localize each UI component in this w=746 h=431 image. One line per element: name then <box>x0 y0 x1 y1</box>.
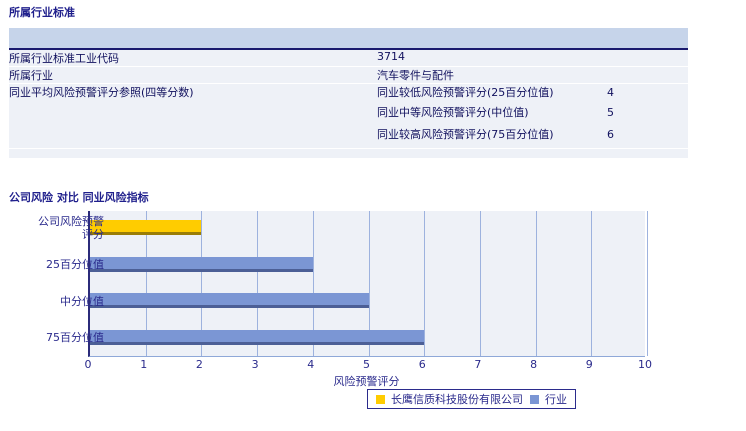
chart-bar <box>90 329 425 345</box>
chart-x-tick-label: 8 <box>530 358 538 371</box>
quartile-label: 同业较高风险预警评分(75百分位值) <box>377 128 554 141</box>
table-row: 所属行业标准工业代码 3714 <box>9 49 688 67</box>
chart-plot-area <box>88 211 648 357</box>
legend-item-company: 长鹰信质科技股份有限公司 <box>376 391 523 407</box>
chart-x-tick-label: 5 <box>363 358 370 371</box>
chart-x-tick-label: 10 <box>638 358 652 371</box>
chart-y-axis-label: 25百分位值 <box>46 258 104 272</box>
chart-x-tick-label: 1 <box>140 358 148 371</box>
industry-info-table: 所属行业标准工业代码 3714 所属行业 汽车零件与配件 同业平均风险预警评分参… <box>9 28 688 158</box>
chart-y-axis-label: 公司风险预警 评分 <box>38 215 104 242</box>
quartile-value: 5 <box>607 106 614 119</box>
chart-legend: 长鹰信质科技股份有限公司 行业 <box>367 389 576 409</box>
legend-swatch-icon <box>530 394 539 404</box>
chart-x-tick-label: 4 <box>307 358 315 371</box>
legend-item-industry: 行业 <box>530 391 567 407</box>
chart-gridline <box>368 211 370 356</box>
chart-x-tick-label: 6 <box>418 358 426 371</box>
quartile-value: 6 <box>607 128 614 141</box>
chart-x-tick-label: 2 <box>195 358 203 371</box>
legend-label: 行业 <box>545 393 567 406</box>
chart-y-axis-label: 中分位值 <box>60 294 104 308</box>
quartile-label: 同业较低风险预警评分(25百分位值) <box>377 86 554 99</box>
chart-x-tick-label: 7 <box>474 358 482 371</box>
legend-label: 长鹰信质科技股份有限公司 <box>391 393 523 406</box>
quartile-item: 同业中等风险预警评分(中位值) 5 <box>377 104 688 126</box>
quartile-item: 同业较低风险预警评分(25百分位值) 4 <box>377 84 688 104</box>
chart-x-tick-label: 0 <box>84 358 92 371</box>
chart-x-axis-title: 风险预警评分 <box>333 375 400 388</box>
row-label: 同业平均风险预警评分参照(四等分数) <box>9 83 377 149</box>
page-title-risk-comparison: 公司风险 对比 同业风险指标 <box>9 191 149 204</box>
legend-swatch-icon <box>376 394 385 404</box>
row-label: 所属行业 <box>9 66 377 84</box>
chart-gridline <box>201 211 203 356</box>
chart-gridline <box>479 211 481 356</box>
chart-x-tick-label: 3 <box>251 358 259 371</box>
chart-gridline <box>647 211 648 356</box>
chart-gridline <box>424 211 426 356</box>
page-title-industry-standard: 所属行业标准 <box>9 6 75 19</box>
table-row: 所属行业 汽车零件与配件 <box>9 66 688 84</box>
table-row-quartiles: 同业平均风险预警评分参照(四等分数) 同业较低风险预警评分(25百分位值) 4 … <box>9 83 688 149</box>
chart-bar <box>90 220 202 236</box>
quartile-item: 同业较高风险预警评分(75百分位值) 6 <box>377 126 688 148</box>
chart-gridline <box>257 211 259 356</box>
table-header-row <box>9 28 688 50</box>
quartile-label: 同业中等风险预警评分(中位值) <box>377 106 529 119</box>
row-value-group: 同业较低风险预警评分(25百分位值) 4 同业中等风险预警评分(中位值) 5 同… <box>377 83 688 149</box>
chart-gridline <box>591 211 593 356</box>
table-spacer-row <box>9 148 688 158</box>
chart-gridline <box>535 211 537 356</box>
quartile-value: 4 <box>607 86 614 99</box>
chart-gridline <box>145 211 147 356</box>
chart-gridline <box>312 211 314 356</box>
risk-comparison-chart: 公司风险预警 评分 25百分位值中分位值 75百分位值 0 1 2 3 4 5 6 7 8 9 10 风险… <box>9 205 688 388</box>
row-label: 所属行业标准工业代码 <box>9 49 377 67</box>
chart-bar <box>90 293 369 309</box>
chart-y-axis-label: 75百分位值 <box>46 331 104 345</box>
row-value: 汽车零件与配件 <box>377 66 688 84</box>
chart-bar <box>90 256 313 272</box>
chart-x-tick-label: 9 <box>585 358 593 371</box>
table-header-cell <box>9 28 688 50</box>
row-value: 3714 <box>377 49 688 67</box>
